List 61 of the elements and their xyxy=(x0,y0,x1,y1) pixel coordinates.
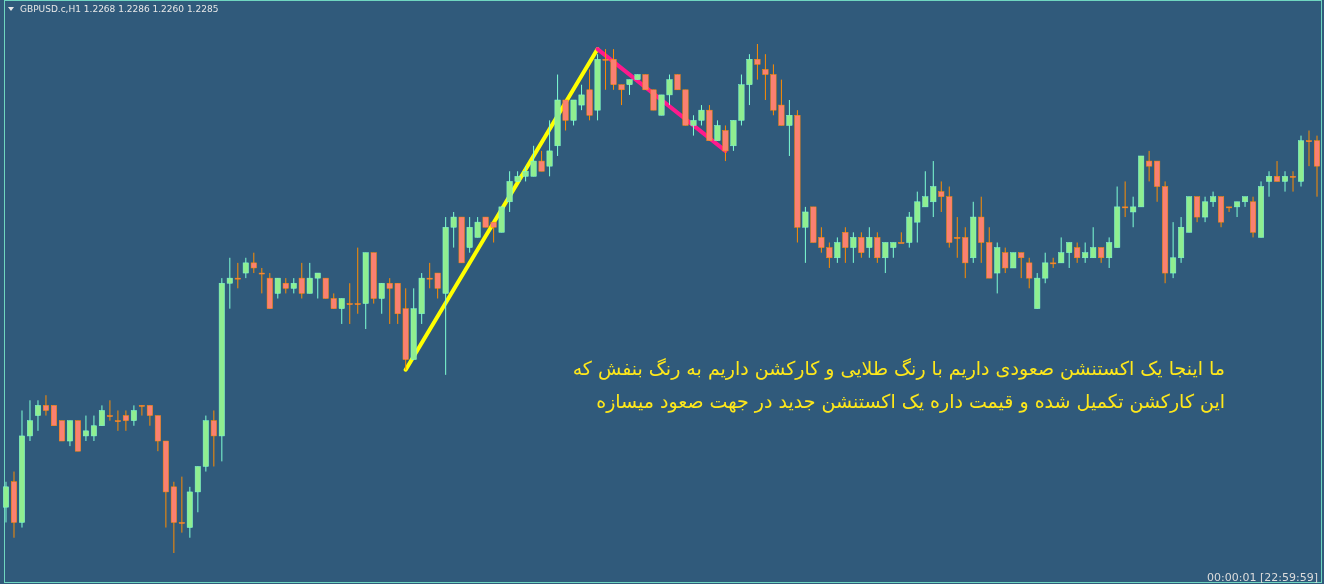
candlestick xyxy=(1266,170,1273,198)
candlestick xyxy=(234,262,241,289)
candlestick xyxy=(242,257,249,279)
candlestick xyxy=(1026,257,1033,289)
candlestick xyxy=(106,399,113,422)
candlestick xyxy=(722,124,729,162)
candlestick xyxy=(114,409,121,432)
candlestick xyxy=(754,43,761,81)
candlestick xyxy=(298,262,305,299)
candlestick xyxy=(274,277,281,299)
candlestick xyxy=(43,394,49,417)
candlestick xyxy=(1002,247,1009,274)
candlestick xyxy=(82,415,89,442)
candlestick xyxy=(538,150,545,172)
candlestick xyxy=(1074,242,1081,264)
candlestick xyxy=(850,231,857,264)
candlestick xyxy=(1274,160,1281,182)
candlestick xyxy=(898,231,905,244)
candlestick xyxy=(1018,252,1025,279)
candlestick xyxy=(562,99,569,132)
candlestick xyxy=(874,231,881,264)
candlestick xyxy=(250,252,257,274)
candlestick xyxy=(98,404,105,427)
candlestick xyxy=(3,481,9,523)
candlestick xyxy=(714,119,721,142)
candlestick xyxy=(842,226,849,264)
candlestick xyxy=(1122,180,1129,218)
candlestick xyxy=(258,267,265,294)
candlestick xyxy=(546,119,553,177)
candlestick xyxy=(1306,130,1312,167)
candlestick xyxy=(1242,196,1249,208)
candlestick xyxy=(1170,221,1177,279)
candlestick xyxy=(210,409,217,467)
candlestick xyxy=(138,404,145,417)
candlestick xyxy=(58,420,65,442)
candlestick xyxy=(786,99,793,157)
chart-title: GBPUSD.c,H1 1.2268 1.2286 1.2260 1.2285 xyxy=(20,4,219,14)
candlestick xyxy=(378,282,385,315)
candlestick xyxy=(50,404,57,427)
candlestick xyxy=(1146,150,1153,182)
candlestick xyxy=(834,236,841,264)
candlestick xyxy=(1202,196,1209,223)
candlestick xyxy=(1290,170,1296,193)
candlestick xyxy=(27,399,33,442)
candlestick xyxy=(866,226,873,259)
candlestick xyxy=(338,298,345,325)
candlestick xyxy=(1194,196,1201,223)
text: 00:00:01 [22:59:59] xyxy=(1207,571,1318,584)
candlestick xyxy=(1234,201,1241,218)
candlestick xyxy=(130,404,137,427)
candlestick xyxy=(146,404,153,427)
candlestick xyxy=(1282,170,1288,193)
candlestick xyxy=(1226,206,1233,213)
candlestick xyxy=(35,399,41,432)
candlestick xyxy=(90,415,97,442)
candlestick xyxy=(858,231,865,259)
candlestick xyxy=(122,409,129,432)
annotation: ما اینجا یک اکستنشن صعودی داریم با رنگ طلایی و کارکشن داریم به رنگ بنفش که این کارکشن تکمیل شده و قیمت داره یک اکستنشن جدید در جهت صعود میسازه xyxy=(572,357,1225,413)
candlestick xyxy=(1210,191,1217,208)
candlestick xyxy=(802,206,809,264)
candlestick xyxy=(66,420,73,447)
